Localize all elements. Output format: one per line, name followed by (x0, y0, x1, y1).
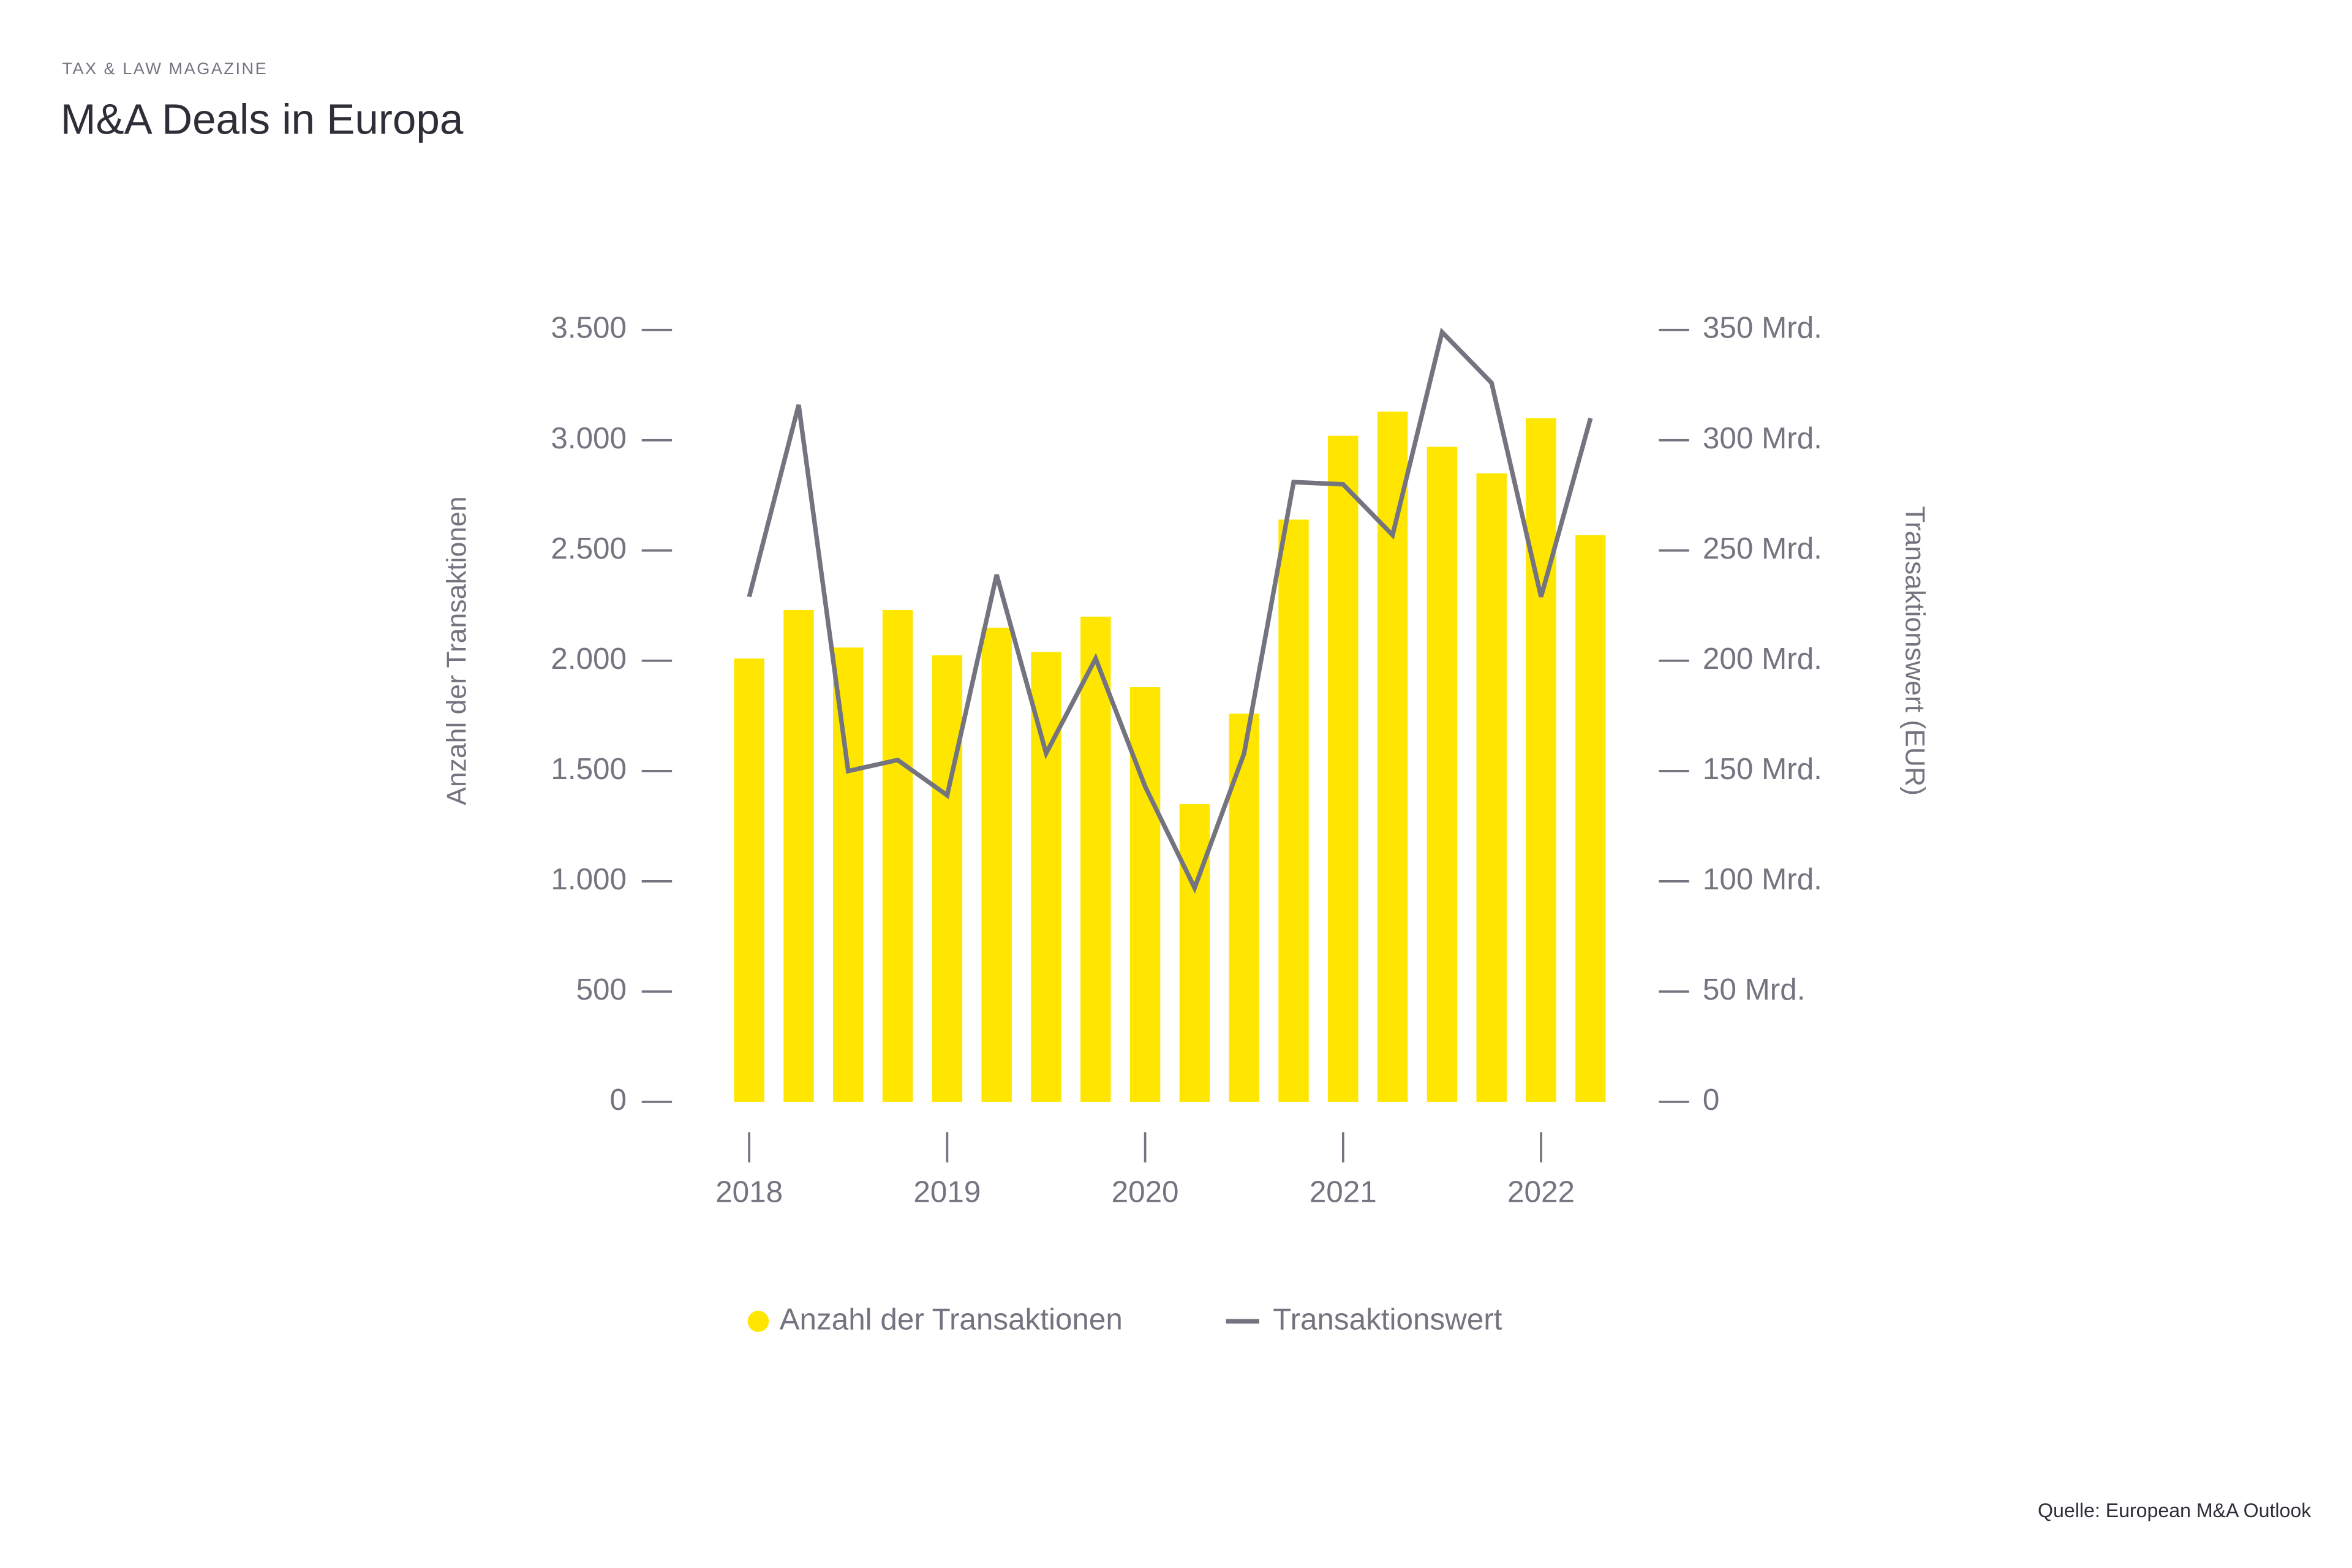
y-tick-label: 3.000 (551, 421, 627, 455)
y2-tick-label: 350 Mrd. (1703, 311, 1822, 345)
y-tick-label: 2.500 (551, 532, 627, 565)
bar (1229, 714, 1259, 1102)
bar (1179, 804, 1210, 1102)
bar (1129, 687, 1161, 1102)
bar (882, 609, 913, 1102)
bar (932, 655, 963, 1102)
bar (1080, 616, 1111, 1102)
y-tick-label: 500 (576, 973, 627, 1006)
y2-tick-label: 0 (1703, 1083, 1719, 1117)
bar (1031, 652, 1061, 1102)
y2-tick-label: 200 Mrd. (1703, 642, 1822, 676)
y-tick-label: 1.500 (551, 752, 627, 786)
line (747, 327, 1593, 894)
source: Quelle: European M&A Outlook (2038, 1499, 2312, 1521)
y2-axis-label: Transaktionswert (EUR) (1900, 506, 1930, 796)
bar (734, 658, 764, 1102)
y2-tick-label: 100 Mrd. (1703, 862, 1822, 896)
bar (1377, 411, 1408, 1102)
x-tick-label: 2019 (913, 1175, 981, 1209)
y2-tick-label: 150 Mrd. (1703, 752, 1822, 786)
x-tick-label: 2021 (1310, 1175, 1377, 1209)
y-tick-label: 0 (610, 1083, 627, 1117)
legend-label: Anzahl der Transaktionen (780, 1302, 1123, 1336)
bar (1476, 473, 1507, 1102)
legend-label: Transaktionswert (1273, 1302, 1502, 1336)
bar (981, 627, 1012, 1102)
bar (783, 609, 814, 1102)
bar (1427, 447, 1458, 1102)
bar (1278, 519, 1309, 1102)
legend-marker (747, 1310, 769, 1332)
y-tick-label: 1.000 (551, 862, 627, 896)
y2-tick-label: 50 Mrd. (1703, 973, 1806, 1006)
y-axis-label: Anzahl der Transaktionen (442, 496, 472, 805)
bar (1526, 418, 1556, 1102)
y-tick-label: 2.000 (551, 642, 627, 676)
x-tick-label: 2022 (1507, 1175, 1575, 1209)
bar (1328, 435, 1359, 1102)
y-tick-label: 3.500 (551, 311, 627, 345)
y2-tick-label: 300 Mrd. (1703, 421, 1822, 455)
x-tick-label: 2018 (715, 1175, 783, 1209)
chart-title: M&A Deals in Europa (61, 95, 464, 143)
bar (833, 647, 864, 1102)
x-tick-label: 2020 (1112, 1175, 1179, 1209)
bar (1575, 535, 1606, 1102)
kicker: TAX & LAW MAGAZINE (62, 59, 268, 78)
y2-tick-label: 250 Mrd. (1703, 532, 1822, 565)
